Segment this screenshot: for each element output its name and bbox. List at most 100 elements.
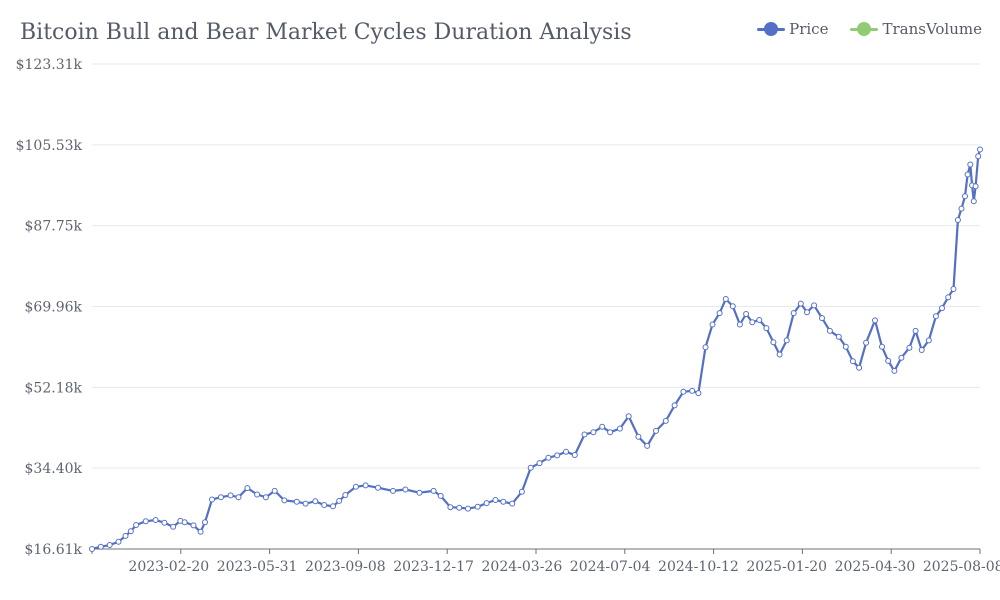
data-point[interactable] [842,343,849,350]
data-point[interactable] [527,464,534,471]
data-point[interactable] [492,497,499,503]
data-point[interactable] [336,497,343,504]
data-point[interactable] [330,503,336,510]
data-point[interactable] [819,315,825,322]
data-point[interactable] [695,390,702,397]
data-point[interactable] [474,503,481,510]
data-point[interactable] [209,496,215,503]
data-point[interactable] [797,300,804,307]
data-point[interactable] [202,519,208,526]
data-point[interactable] [581,431,588,438]
data-point[interactable] [465,505,471,512]
data-point[interactable] [709,321,716,328]
data-point[interactable] [554,452,561,459]
data-point[interactable] [863,339,870,346]
data-point[interactable] [689,387,696,394]
data-point[interactable] [811,302,818,309]
data-point[interactable] [932,313,939,320]
data-point[interactable] [170,523,177,530]
data-point[interactable] [390,487,396,494]
data-point[interactable] [115,538,122,545]
data-point[interactable] [835,333,842,340]
data-point[interactable] [879,343,885,350]
data-point[interactable] [607,429,614,436]
data-point[interactable] [743,311,750,317]
data-point[interactable] [262,494,269,501]
data-point[interactable] [967,161,974,168]
data-point[interactable] [912,327,919,334]
data-point[interactable] [197,528,204,535]
data-point[interactable] [536,460,543,467]
data-point[interactable] [729,303,736,310]
data-point[interactable] [161,519,168,526]
data-point[interactable] [856,364,863,371]
data-point[interactable] [702,344,709,351]
data-point[interactable] [217,494,224,501]
data-point[interactable] [790,310,797,317]
legend-item-price[interactable]: Price [757,20,828,38]
data-point[interactable] [918,347,925,353]
data-point[interactable] [281,497,288,504]
data-point[interactable] [437,492,444,499]
data-point[interactable] [416,489,423,496]
data-point[interactable] [500,498,507,505]
data-point[interactable] [152,517,159,523]
data-point[interactable] [625,413,632,420]
data-point[interactable] [849,358,856,365]
data-point[interactable] [964,171,971,178]
data-point[interactable] [954,217,961,223]
data-point[interactable] [127,528,134,535]
data-point[interactable] [736,321,743,328]
data-point[interactable] [975,153,982,160]
data-point[interactable] [142,518,149,525]
data-point[interactable] [776,351,783,358]
data-point[interactable] [763,325,770,332]
data-point[interactable] [447,504,454,511]
data-point[interactable] [906,344,913,351]
data-point[interactable] [293,498,300,505]
data-point[interactable] [235,494,242,501]
data-point[interactable] [362,482,369,489]
data-point[interactable] [271,487,278,494]
data-point[interactable] [244,485,251,492]
data-point[interactable] [254,491,261,498]
legend-item-transvolume[interactable]: TransVolume [850,20,982,38]
data-point[interactable] [518,488,525,495]
data-point[interactable] [939,305,945,312]
data-point[interactable] [898,354,905,361]
data-point[interactable] [571,452,578,458]
data-point[interactable] [770,339,777,346]
data-point[interactable] [950,286,957,292]
data-point[interactable] [635,433,642,440]
data-point[interactable] [716,310,723,317]
data-point[interactable] [509,500,516,507]
data-point[interactable] [181,519,188,526]
data-point[interactable] [122,532,129,539]
data-point[interactable] [545,454,552,461]
data-point[interactable] [680,388,687,395]
data-point[interactable] [722,296,729,302]
data-point[interactable] [977,146,983,153]
data-point[interactable] [89,546,95,552]
data-point[interactable] [783,337,790,344]
data-point[interactable] [430,487,437,494]
data-point[interactable] [106,542,113,548]
data-point[interactable] [749,319,756,326]
data-point[interactable] [885,357,892,364]
data-point[interactable] [321,502,328,508]
data-point[interactable] [671,402,678,409]
data-point[interactable] [972,183,979,190]
data-point[interactable] [375,484,381,491]
data-point[interactable] [456,504,463,511]
data-point[interactable] [756,317,763,323]
data-point[interactable] [945,294,952,301]
data-point[interactable] [826,327,833,334]
data-point[interactable] [352,483,359,490]
data-point[interactable] [342,492,349,498]
data-point[interactable] [962,193,968,200]
data-point[interactable] [891,367,898,374]
data-point[interactable] [599,423,606,430]
data-point[interactable] [653,427,659,434]
data-point[interactable] [804,309,810,316]
data-point[interactable] [590,429,597,436]
